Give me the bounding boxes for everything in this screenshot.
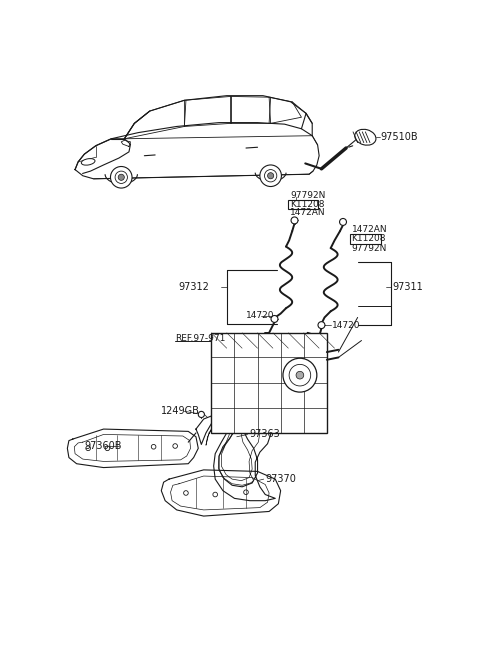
Text: 97370: 97370 (265, 474, 296, 484)
Circle shape (213, 492, 217, 497)
Circle shape (283, 358, 317, 392)
Circle shape (339, 218, 347, 226)
Ellipse shape (355, 129, 376, 145)
Circle shape (296, 371, 304, 379)
Circle shape (151, 445, 156, 449)
Bar (350, 234, 381, 243)
Text: 1472AN: 1472AN (290, 208, 325, 217)
Circle shape (260, 165, 281, 186)
Circle shape (318, 321, 325, 329)
Polygon shape (196, 414, 275, 501)
Polygon shape (75, 123, 319, 179)
Circle shape (289, 364, 311, 386)
Circle shape (271, 316, 278, 323)
Circle shape (105, 446, 110, 451)
Circle shape (267, 173, 274, 179)
Text: 14720: 14720 (332, 321, 361, 329)
Circle shape (173, 443, 178, 448)
Ellipse shape (81, 159, 95, 165)
Circle shape (86, 446, 90, 451)
Circle shape (264, 170, 277, 182)
Text: 14720: 14720 (246, 312, 275, 320)
Circle shape (115, 171, 127, 184)
Polygon shape (161, 470, 281, 516)
Text: 97311: 97311 (392, 281, 423, 292)
Bar (288, 199, 318, 209)
Text: REF.97-971: REF.97-971 (175, 335, 226, 344)
Text: 97792N: 97792N (351, 243, 387, 253)
Circle shape (198, 411, 204, 417)
Circle shape (291, 217, 298, 224)
Circle shape (184, 491, 188, 495)
Text: 97363: 97363 (250, 430, 281, 440)
Text: K11208: K11208 (290, 199, 324, 209)
Circle shape (244, 490, 248, 495)
Text: 97312: 97312 (178, 281, 209, 292)
Bar (211, 333, 327, 433)
Circle shape (110, 167, 132, 188)
Text: 1249GB: 1249GB (161, 406, 200, 417)
Text: 97360B: 97360B (84, 441, 122, 451)
Text: K11208: K11208 (351, 234, 386, 243)
Circle shape (118, 174, 124, 180)
Text: 1472AN: 1472AN (352, 225, 388, 234)
Polygon shape (75, 139, 131, 173)
Text: 97510B: 97510B (381, 133, 419, 142)
Polygon shape (121, 140, 131, 146)
Text: 97792N: 97792N (291, 192, 326, 200)
Polygon shape (67, 429, 198, 468)
